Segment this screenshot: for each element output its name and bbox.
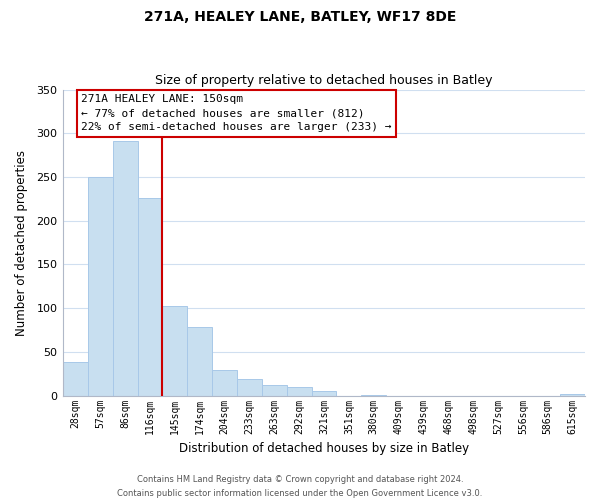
Bar	[560, 394, 585, 396]
Bar	[187, 328, 212, 396]
Bar	[212, 370, 237, 396]
Bar	[287, 387, 311, 396]
Bar	[311, 392, 337, 396]
Text: 271A HEALEY LANE: 150sqm
← 77% of detached houses are smaller (812)
22% of semi-: 271A HEALEY LANE: 150sqm ← 77% of detach…	[81, 94, 392, 132]
Y-axis label: Number of detached properties: Number of detached properties	[15, 150, 28, 336]
Bar	[237, 379, 262, 396]
Text: Contains HM Land Registry data © Crown copyright and database right 2024.
Contai: Contains HM Land Registry data © Crown c…	[118, 476, 482, 498]
Bar	[63, 362, 88, 396]
Bar	[262, 385, 287, 396]
Bar	[137, 198, 163, 396]
X-axis label: Distribution of detached houses by size in Batley: Distribution of detached houses by size …	[179, 442, 469, 455]
Bar	[113, 141, 137, 396]
Bar	[361, 395, 386, 396]
Text: 271A, HEALEY LANE, BATLEY, WF17 8DE: 271A, HEALEY LANE, BATLEY, WF17 8DE	[144, 10, 456, 24]
Bar	[163, 306, 187, 396]
Bar	[88, 177, 113, 396]
Title: Size of property relative to detached houses in Batley: Size of property relative to detached ho…	[155, 74, 493, 87]
